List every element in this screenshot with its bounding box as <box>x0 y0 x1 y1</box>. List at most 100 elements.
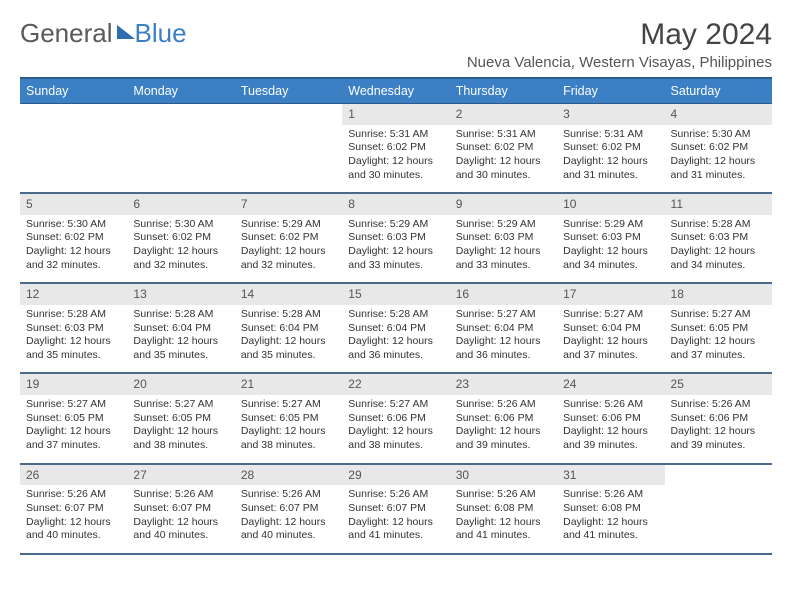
day-number: 13 <box>127 283 234 305</box>
day-cell: Sunrise: 5:26 AMSunset: 6:08 PMDaylight:… <box>450 485 557 554</box>
sunrise-line: Sunrise: 5:26 AM <box>671 398 766 412</box>
calendar-body: 1234Sunrise: 5:31 AMSunset: 6:02 PMDayli… <box>20 104 772 554</box>
day-cell: Sunrise: 5:28 AMSunset: 6:04 PMDaylight:… <box>235 305 342 374</box>
location-subtitle: Nueva Valencia, Western Visayas, Philipp… <box>467 54 772 71</box>
daylight-line: Daylight: 12 hours and 35 minutes. <box>133 335 228 362</box>
weekday-header: Tuesday <box>235 78 342 104</box>
sunset-line: Sunset: 6:06 PM <box>563 412 658 426</box>
day-number: 27 <box>127 464 234 486</box>
sunset-line: Sunset: 6:04 PM <box>563 322 658 336</box>
daylight-line: Daylight: 12 hours and 39 minutes. <box>563 425 658 452</box>
day-number: 21 <box>235 373 342 395</box>
daylight-line: Daylight: 12 hours and 39 minutes. <box>456 425 551 452</box>
daylight-line: Daylight: 12 hours and 40 minutes. <box>26 516 121 543</box>
sunset-line: Sunset: 6:02 PM <box>563 141 658 155</box>
day-number-row: 12131415161718 <box>20 283 772 305</box>
day-number: 16 <box>450 283 557 305</box>
sunrise-line: Sunrise: 5:29 AM <box>456 218 551 232</box>
day-cell: Sunrise: 5:30 AMSunset: 6:02 PMDaylight:… <box>20 215 127 284</box>
day-info: Sunrise: 5:27 AMSunset: 6:04 PMDaylight:… <box>450 305 557 367</box>
day-number: 24 <box>557 373 664 395</box>
daylight-line: Daylight: 12 hours and 36 minutes. <box>348 335 443 362</box>
daylight-line: Daylight: 12 hours and 34 minutes. <box>671 245 766 272</box>
daylight-line: Daylight: 12 hours and 37 minutes. <box>563 335 658 362</box>
day-cell: Sunrise: 5:28 AMSunset: 6:04 PMDaylight:… <box>127 305 234 374</box>
day-info: Sunrise: 5:28 AMSunset: 6:04 PMDaylight:… <box>127 305 234 367</box>
sunrise-line: Sunrise: 5:26 AM <box>563 398 658 412</box>
daylight-line: Daylight: 12 hours and 38 minutes. <box>241 425 336 452</box>
day-cell: Sunrise: 5:28 AMSunset: 6:03 PMDaylight:… <box>665 215 772 284</box>
calendar-table: SundayMondayTuesdayWednesdayThursdayFrid… <box>20 77 772 555</box>
day-cell: Sunrise: 5:28 AMSunset: 6:03 PMDaylight:… <box>20 305 127 374</box>
day-info: Sunrise: 5:29 AMSunset: 6:03 PMDaylight:… <box>450 215 557 277</box>
day-number: 4 <box>665 104 772 125</box>
title-block: May 2024 Nueva Valencia, Western Visayas… <box>467 18 772 71</box>
day-cell: Sunrise: 5:27 AMSunset: 6:04 PMDaylight:… <box>450 305 557 374</box>
sunrise-line: Sunrise: 5:30 AM <box>26 218 121 232</box>
day-info: Sunrise: 5:26 AMSunset: 6:08 PMDaylight:… <box>450 485 557 547</box>
daylight-line: Daylight: 12 hours and 35 minutes. <box>241 335 336 362</box>
sunset-line: Sunset: 6:05 PM <box>26 412 121 426</box>
empty-day-number <box>20 104 127 125</box>
day-number: 20 <box>127 373 234 395</box>
day-number: 23 <box>450 373 557 395</box>
sunset-line: Sunset: 6:06 PM <box>348 412 443 426</box>
sunset-line: Sunset: 6:02 PM <box>133 231 228 245</box>
weekday-header: Friday <box>557 78 664 104</box>
sunset-line: Sunset: 6:06 PM <box>456 412 551 426</box>
day-number-row: 262728293031 <box>20 464 772 486</box>
day-cell: Sunrise: 5:27 AMSunset: 6:05 PMDaylight:… <box>20 395 127 464</box>
day-number-row: 1234 <box>20 104 772 125</box>
month-title: May 2024 <box>467 18 772 52</box>
day-cell: Sunrise: 5:31 AMSunset: 6:02 PMDaylight:… <box>450 125 557 194</box>
day-cell: Sunrise: 5:26 AMSunset: 6:08 PMDaylight:… <box>557 485 664 554</box>
sunrise-line: Sunrise: 5:26 AM <box>26 488 121 502</box>
daylight-line: Daylight: 12 hours and 38 minutes. <box>133 425 228 452</box>
weekday-header: Thursday <box>450 78 557 104</box>
day-number: 31 <box>557 464 664 486</box>
sunset-line: Sunset: 6:05 PM <box>241 412 336 426</box>
empty-day-number <box>235 104 342 125</box>
sunset-line: Sunset: 6:04 PM <box>348 322 443 336</box>
sunset-line: Sunset: 6:03 PM <box>671 231 766 245</box>
day-info: Sunrise: 5:27 AMSunset: 6:05 PMDaylight:… <box>20 395 127 457</box>
day-info: Sunrise: 5:28 AMSunset: 6:04 PMDaylight:… <box>342 305 449 367</box>
sunrise-line: Sunrise: 5:31 AM <box>348 128 443 142</box>
daylight-line: Daylight: 12 hours and 32 minutes. <box>241 245 336 272</box>
day-info: Sunrise: 5:26 AMSunset: 6:06 PMDaylight:… <box>450 395 557 457</box>
day-number: 11 <box>665 193 772 215</box>
day-number: 22 <box>342 373 449 395</box>
sunrise-line: Sunrise: 5:26 AM <box>133 488 228 502</box>
brand-triangle-icon <box>117 25 135 39</box>
sunrise-line: Sunrise: 5:30 AM <box>133 218 228 232</box>
day-number: 5 <box>20 193 127 215</box>
day-info-row: Sunrise: 5:27 AMSunset: 6:05 PMDaylight:… <box>20 395 772 464</box>
sunrise-line: Sunrise: 5:27 AM <box>456 308 551 322</box>
day-cell: Sunrise: 5:26 AMSunset: 6:07 PMDaylight:… <box>342 485 449 554</box>
day-number: 9 <box>450 193 557 215</box>
empty-day-number <box>665 464 772 486</box>
day-info: Sunrise: 5:29 AMSunset: 6:03 PMDaylight:… <box>342 215 449 277</box>
day-info: Sunrise: 5:30 AMSunset: 6:02 PMDaylight:… <box>20 215 127 277</box>
daylight-line: Daylight: 12 hours and 36 minutes. <box>456 335 551 362</box>
sunrise-line: Sunrise: 5:31 AM <box>563 128 658 142</box>
day-number: 12 <box>20 283 127 305</box>
sunrise-line: Sunrise: 5:28 AM <box>133 308 228 322</box>
weekday-header: Saturday <box>665 78 772 104</box>
day-cell: Sunrise: 5:29 AMSunset: 6:02 PMDaylight:… <box>235 215 342 284</box>
sunset-line: Sunset: 6:02 PM <box>348 141 443 155</box>
weekday-header: Sunday <box>20 78 127 104</box>
day-number-row: 567891011 <box>20 193 772 215</box>
day-number: 26 <box>20 464 127 486</box>
empty-day-cell <box>235 125 342 194</box>
day-number: 15 <box>342 283 449 305</box>
daylight-line: Daylight: 12 hours and 39 minutes. <box>671 425 766 452</box>
sunset-line: Sunset: 6:04 PM <box>241 322 336 336</box>
daylight-line: Daylight: 12 hours and 40 minutes. <box>241 516 336 543</box>
brand-part2: Blue <box>135 18 187 49</box>
day-cell: Sunrise: 5:30 AMSunset: 6:02 PMDaylight:… <box>665 125 772 194</box>
daylight-line: Daylight: 12 hours and 30 minutes. <box>348 155 443 182</box>
sunset-line: Sunset: 6:07 PM <box>133 502 228 516</box>
day-info: Sunrise: 5:31 AMSunset: 6:02 PMDaylight:… <box>342 125 449 187</box>
sunset-line: Sunset: 6:04 PM <box>456 322 551 336</box>
